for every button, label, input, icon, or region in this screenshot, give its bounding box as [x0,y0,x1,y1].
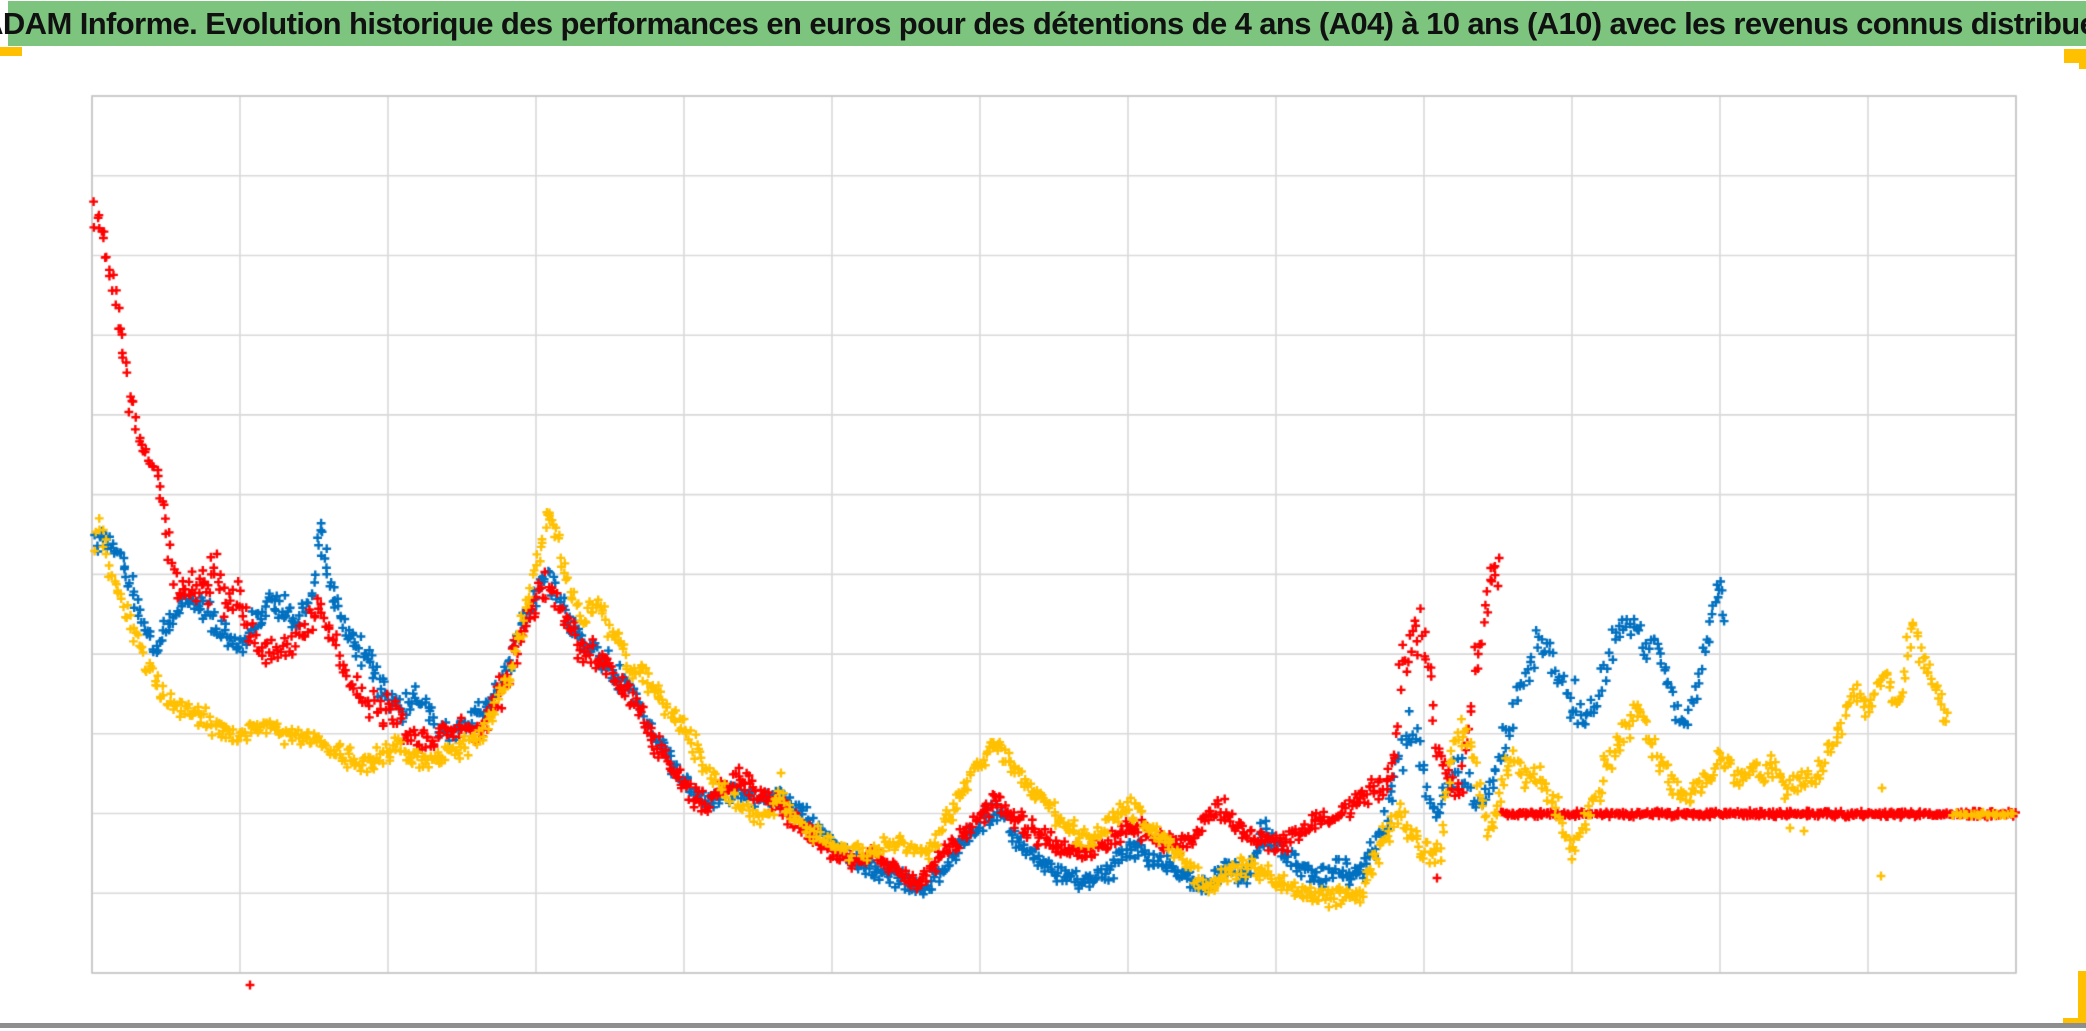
bottom-right-corner-mark-v [2078,971,2086,1027]
top-right-corner-mark-h [2064,49,2086,63]
chart-title: ADAM Informe. Evolution historique des p… [0,5,2086,41]
bottom-rule [0,1023,2086,1028]
top-left-corner-mark [0,47,22,56]
bottom-right-corner-mark-h [2063,1018,2086,1027]
chart-title-bar: ADAM Informe. Evolution historique des p… [0,1,2086,46]
top-right-corner-mark-v [2079,63,2086,69]
